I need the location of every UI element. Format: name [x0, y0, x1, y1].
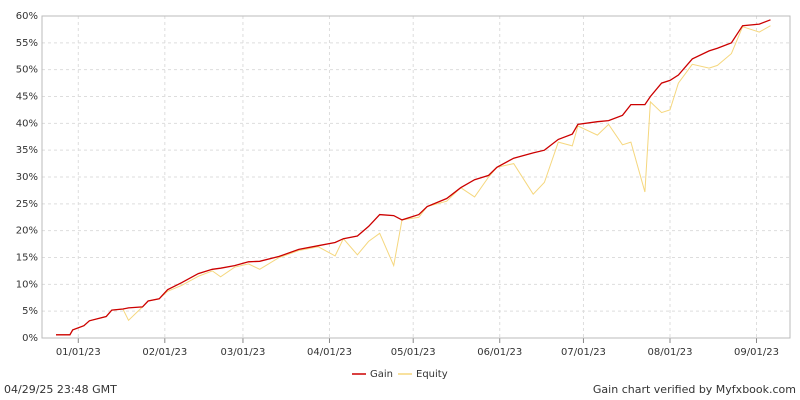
y-tick-label: 45%	[16, 92, 38, 103]
x-tick-label: 04/01/23	[307, 347, 352, 358]
y-tick-label: 50%	[16, 65, 38, 76]
y-tick-label: 30%	[16, 172, 38, 183]
x-tick-label: 01/01/23	[56, 347, 101, 358]
x-tick-label: 07/01/23	[561, 347, 606, 358]
y-tick-label: 0%	[22, 333, 38, 344]
y-tick-label: 20%	[16, 226, 38, 237]
y-tick-label: 55%	[16, 38, 38, 49]
x-tick-label: 05/01/23	[391, 347, 436, 358]
legend-label: Gain	[370, 369, 393, 380]
x-tick-label: 08/01/23	[648, 347, 693, 358]
x-tick-label: 09/01/23	[734, 347, 779, 358]
y-tick-label: 60%	[16, 11, 38, 22]
y-tick-label: 5%	[22, 306, 38, 317]
footer: Gain chart verified by Myfxbook.com	[593, 383, 796, 396]
timestamp: 04/29/25 23:48 GMT	[4, 383, 117, 396]
x-tick-label: 03/01/23	[220, 347, 265, 358]
line-series	[56, 19, 771, 336]
y-tick-label: 10%	[16, 279, 38, 290]
y-tick-label: 35%	[16, 145, 38, 156]
legend-label: Equity	[416, 369, 448, 380]
x-tick-label: 06/01/23	[477, 347, 522, 358]
y-tick-label: 25%	[16, 199, 38, 210]
y-tick-label: 40%	[16, 118, 38, 129]
x-tick-label: 02/01/23	[142, 347, 187, 358]
y-tick-label: 15%	[16, 253, 38, 264]
plot-frame	[41, 15, 791, 339]
